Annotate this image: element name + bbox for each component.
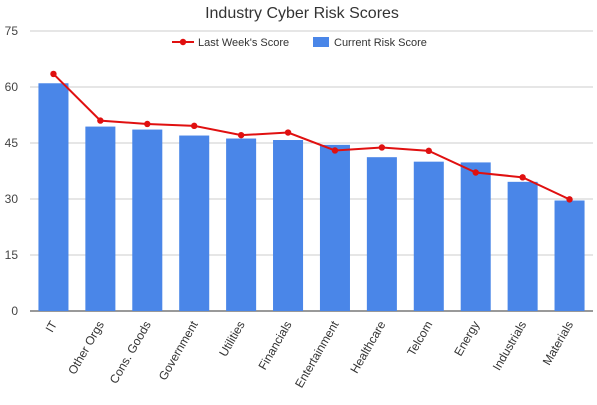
y-tick-label: 45 — [5, 136, 19, 150]
bar[interactable] — [507, 181, 538, 311]
x-tick-label: Energy — [451, 319, 482, 359]
x-tick-label: Industrials — [490, 319, 529, 373]
legend-marker-swatch — [179, 38, 187, 46]
line-point[interactable] — [237, 131, 245, 139]
x-tick-label: Other Orgs — [65, 319, 107, 377]
y-tick-label: 60 — [5, 80, 19, 94]
x-tick-label: Healthcare — [347, 318, 388, 376]
legend-item-current-risk-score[interactable]: Current Risk Score — [313, 37, 427, 49]
legend-label-current-risk-score: Current Risk Score — [334, 37, 427, 49]
legend-label-last-weeks-score: Last Week's Score — [198, 37, 289, 49]
bar[interactable] — [460, 162, 491, 311]
line-point[interactable] — [191, 122, 198, 130]
x-tick-label: Materials — [540, 319, 576, 368]
x-tick-label: Entertainment — [292, 318, 342, 390]
x-axis: IT Other Orgs Cons. Goods Government Utiliti… — [43, 318, 577, 390]
line-point[interactable] — [519, 174, 526, 181]
line-point[interactable] — [566, 196, 573, 203]
x-tick-label: Government — [156, 318, 201, 383]
bar[interactable] — [273, 140, 304, 311]
series-line — [52, 73, 570, 201]
bar[interactable] — [38, 83, 69, 312]
x-tick-label: Financials — [255, 319, 294, 373]
bar[interactable] — [132, 129, 163, 311]
x-tick-label: IT — [43, 318, 61, 335]
bar[interactable] — [554, 200, 585, 311]
legend-item-last-weeks-score[interactable]: Last Week's Score — [172, 37, 289, 49]
line-point[interactable] — [97, 117, 104, 124]
legend: Last Week's Score Current Risk Score — [172, 37, 427, 49]
line-point[interactable] — [425, 147, 432, 155]
y-tick-label: 15 — [5, 248, 19, 262]
bar[interactable] — [85, 126, 116, 311]
line-point[interactable] — [378, 144, 386, 151]
line-point[interactable] — [50, 70, 57, 78]
y-tick-label: 0 — [11, 304, 18, 318]
gridlines: 0 15 30 45 60 75 — [5, 24, 593, 318]
y-tick-label: 75 — [5, 24, 19, 38]
line-point[interactable] — [472, 169, 479, 176]
bar[interactable] — [413, 161, 444, 311]
x-tick-label: Cons. Goods — [107, 319, 154, 387]
y-tick-label: 30 — [5, 192, 19, 206]
chart-title: Industry Cyber Risk Scores — [205, 5, 399, 22]
bar[interactable] — [319, 144, 350, 311]
line-point[interactable] — [284, 129, 292, 136]
line-series-last-weeks-score — [50, 70, 573, 203]
bar[interactable] — [366, 157, 397, 311]
bar[interactable] — [179, 135, 210, 311]
line-point[interactable] — [331, 147, 339, 154]
bar-series-current-risk-score — [38, 83, 585, 312]
x-tick-label: Utilities — [216, 319, 247, 359]
legend-bar-swatch — [313, 37, 329, 47]
bar[interactable] — [226, 138, 257, 311]
x-tick-label: Telcom — [404, 319, 435, 359]
line-point[interactable] — [144, 120, 151, 128]
